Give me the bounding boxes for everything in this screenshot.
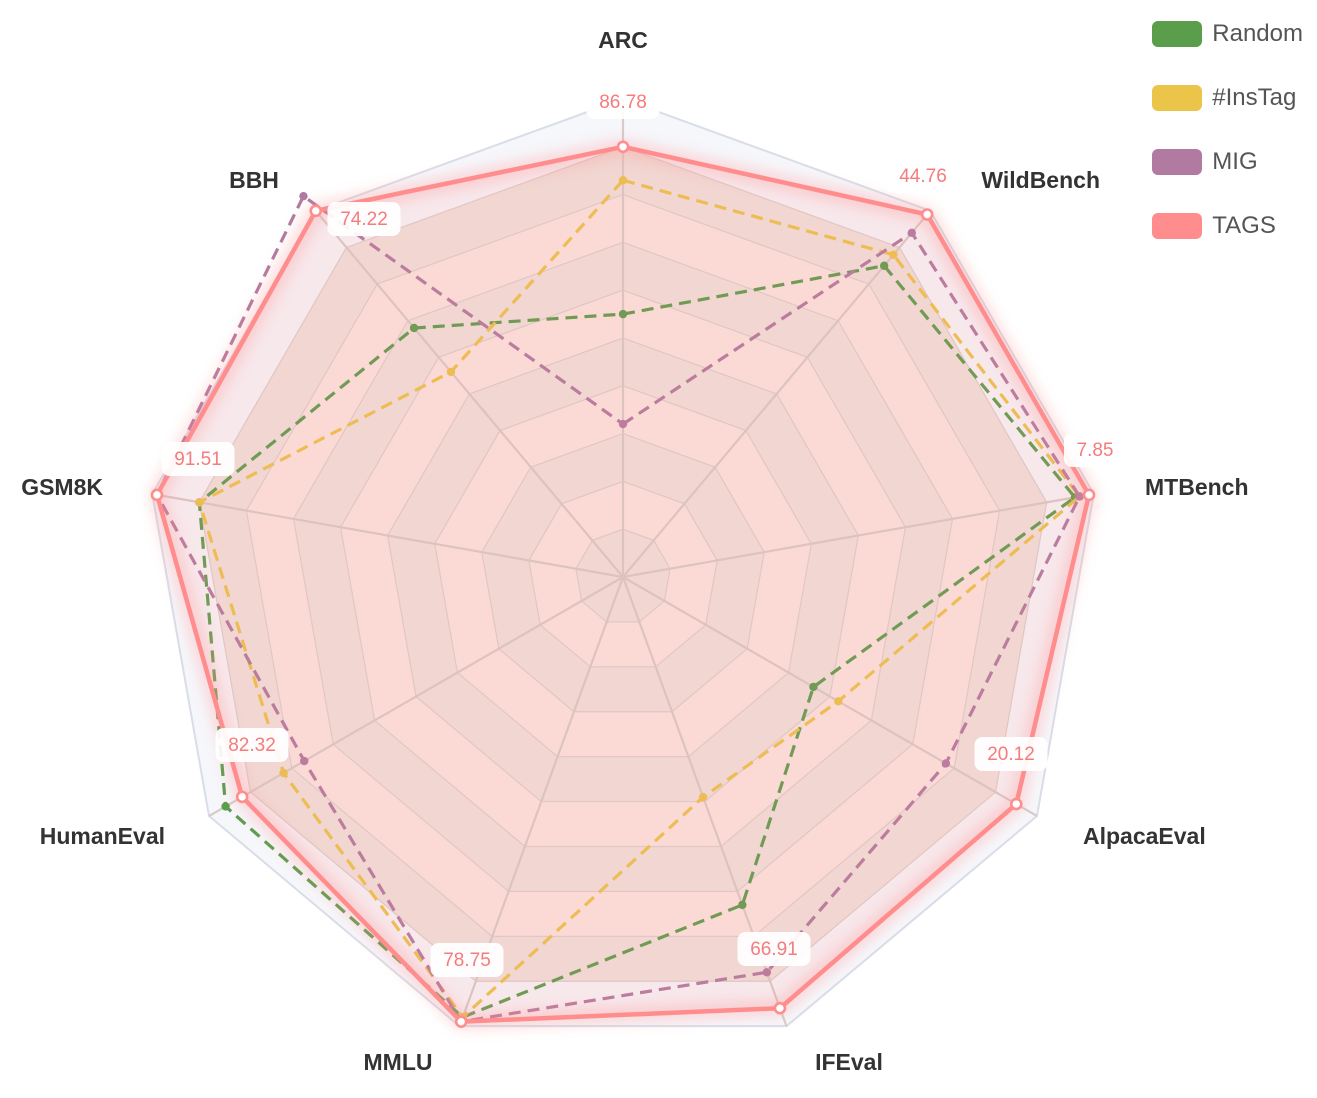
data-point [879,261,889,270]
value-label: 82.32 [228,735,276,756]
value-label-bg [886,159,960,193]
data-point [809,682,818,692]
axis-name-label: MTBench [1145,474,1249,500]
data-point [235,790,249,804]
data-point [1082,488,1096,502]
data-point [409,323,419,333]
legend-swatch [1152,85,1203,111]
axis-line [208,576,624,817]
series-line [154,144,1092,1024]
legend-item-instag[interactable]: #InsTag [1152,82,1303,114]
value-label: 78.75 [443,950,491,971]
data-point [907,228,917,238]
legend-label: #InsTag [1212,84,1297,111]
legend-swatch [1152,213,1203,239]
data-point [221,802,230,811]
axis-name-label: ARC [598,27,648,53]
data-point [309,204,323,218]
legend-item-tags[interactable]: TAGS [1152,210,1303,242]
axis-name-label: GSM8K [21,474,103,500]
data-point [738,900,747,910]
axis-name-label: BBH [229,167,279,193]
axis-name-label: IFEval [815,1049,883,1075]
data-point [618,176,628,185]
axis-line [622,210,932,578]
data-point [698,792,708,802]
data-point [446,367,456,377]
series-area [156,146,1090,1022]
legend-label: MIG [1212,148,1258,175]
value-label: 74.22 [340,209,388,230]
data-point [618,419,628,429]
value-label: 44.76 [899,166,947,187]
data-point [618,309,628,319]
axis-name-label: MMLU [364,1049,433,1075]
data-point [834,697,843,706]
value-label-bg [215,728,289,762]
value-label-bg [974,737,1048,771]
value-label: 86.78 [599,92,647,113]
data-point [454,1015,468,1028]
data-point [195,498,204,507]
data-point [889,250,898,259]
legend-label: TAGS [1212,212,1276,239]
data-point [1009,797,1023,811]
axis-line [622,576,1038,817]
axis-name-label: HumanEval [40,823,165,849]
data-point [920,208,934,221]
radar-labels: ARC WildBench MTBench AlpacaEval IFEval MMLU H… [21,27,1248,1075]
axis-line [314,210,624,578]
legend-item-mig[interactable]: MIG [1152,146,1303,178]
value-label-bg [586,85,660,119]
data-point [762,968,772,977]
value-label: 7.85 [1077,440,1114,461]
data-point [941,759,951,768]
value-label-bg [1064,433,1126,467]
axis-line [152,492,624,579]
value-label: 91.51 [174,449,222,470]
value-label-bg [430,943,504,977]
data-point [279,768,288,778]
legend-swatch [1152,21,1203,47]
data-point [773,1001,787,1015]
legend-label: Random [1212,20,1303,47]
data-point [300,756,309,766]
value-label-bg [161,442,235,476]
value-label: 20.12 [987,744,1035,765]
data-point [616,140,630,154]
legend-swatch [1152,149,1203,175]
axis-name-label: AlpacaEval [1083,823,1206,849]
legend-item-random[interactable]: Random [1152,18,1303,50]
legend: Random #InsTag MIG TAGS [1152,18,1303,274]
series-line [155,194,1082,1024]
data-point [150,488,164,502]
radar-series [149,139,1097,1029]
data-point [299,191,308,201]
value-label-bg [327,202,401,236]
axis-line [622,492,1094,579]
axis-name-label: WildBench [981,167,1100,193]
value-label-bg [737,932,811,966]
value-label: 66.91 [750,939,798,960]
